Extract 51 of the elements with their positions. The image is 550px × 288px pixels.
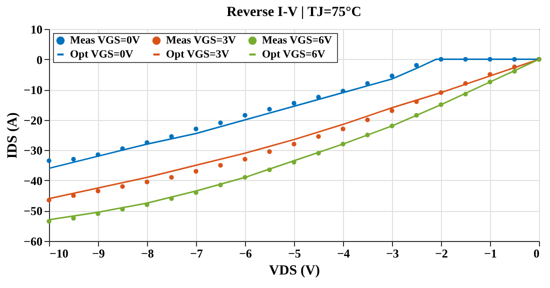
point — [242, 112, 248, 118]
x-tick-label: −5 — [288, 246, 301, 260]
point — [267, 106, 272, 112]
y-tick-label: 10 — [30, 22, 42, 36]
y-tick-label: −60 — [24, 234, 42, 248]
point — [218, 162, 223, 168]
chart-title: Reverse I-V | TJ=75°C — [226, 5, 362, 20]
point — [390, 108, 394, 114]
point — [365, 118, 370, 122]
point — [46, 158, 52, 164]
point — [390, 74, 394, 78]
point — [414, 63, 419, 68]
x-tick-label: −10 — [50, 246, 68, 260]
point — [194, 169, 198, 174]
point — [292, 100, 296, 106]
y-tick-label: −30 — [24, 144, 42, 158]
y-tick-label: −10 — [24, 83, 42, 98]
point — [242, 156, 248, 162]
point — [316, 134, 321, 139]
y-axis-title: IDS (A) — [6, 112, 21, 159]
x-tick-label: 0 — [534, 246, 540, 260]
point — [340, 126, 346, 132]
point — [71, 156, 76, 162]
y-tick-label: −40 — [24, 174, 42, 188]
point — [120, 184, 125, 189]
line-series — [48, 58, 540, 170]
point — [96, 188, 100, 194]
legend-label: Opt VGS=6V — [262, 48, 326, 60]
x-axis-title: VDS (V) — [269, 264, 320, 278]
y-tick-label: 0 — [36, 52, 42, 67]
point — [169, 175, 174, 180]
x-tick-label: −6 — [239, 246, 252, 260]
x-tick-label: −3 — [386, 246, 399, 260]
x-tick-label: −1 — [484, 246, 497, 260]
point — [218, 120, 223, 126]
legend-label: Meas VGS=6V — [262, 34, 332, 47]
point — [194, 126, 198, 132]
x-tick-label: −9 — [92, 246, 105, 260]
legend-label: Opt VGS=0V — [70, 48, 134, 60]
point — [144, 180, 150, 184]
legend-label: Opt VGS=3V — [166, 48, 230, 60]
legend-label: Meas VGS=3V — [166, 34, 236, 47]
x-tick-label: −2 — [435, 246, 448, 260]
y-tick-label: −20 — [24, 113, 42, 128]
point — [267, 149, 272, 154]
point — [292, 142, 296, 146]
y-tick-label: −50 — [24, 204, 42, 218]
x-tick-label: −4 — [337, 246, 350, 260]
x-tick-label: −7 — [190, 246, 203, 260]
legend-label: Meas VGS=0V — [70, 34, 140, 47]
x-tick-label: −8 — [141, 246, 154, 260]
